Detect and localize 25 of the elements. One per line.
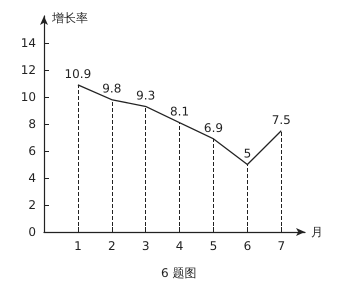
data-label: 6.9 (204, 120, 224, 135)
x-axis-title: 月 (311, 225, 323, 239)
data-label: 9.3 (136, 88, 156, 102)
x-tick-label: 3 (142, 239, 150, 253)
y-tick-label: 4 (28, 171, 36, 185)
y-tick-label: 8 (28, 117, 36, 131)
data-label: 8.1 (170, 104, 190, 119)
text: 6 题图 (161, 266, 196, 280)
data-label: 5 (244, 146, 252, 160)
y-tick-label: 2 (28, 198, 36, 212)
x-tick-label: 2 (108, 239, 116, 253)
y-axis-title: 增长率 (51, 11, 88, 25)
x-tick-label: 6 (244, 239, 252, 253)
x-tick-label: 5 (210, 239, 218, 253)
data-label: 9.8 (102, 82, 122, 96)
y-tick-label: 0 (28, 225, 36, 239)
x-tick-label: 4 (176, 239, 184, 253)
y-tick-label: 12 (20, 63, 36, 77)
x-tick-label: 1 (74, 239, 82, 253)
x-tick-label: 7 (277, 239, 286, 253)
y-tick-label: 14 (20, 36, 36, 50)
data-label: 10.9 (64, 66, 92, 81)
y-tick-label: 6 (28, 144, 36, 158)
data-label: 7.5 (272, 112, 291, 127)
y-tick-label: 10 (20, 90, 36, 104)
